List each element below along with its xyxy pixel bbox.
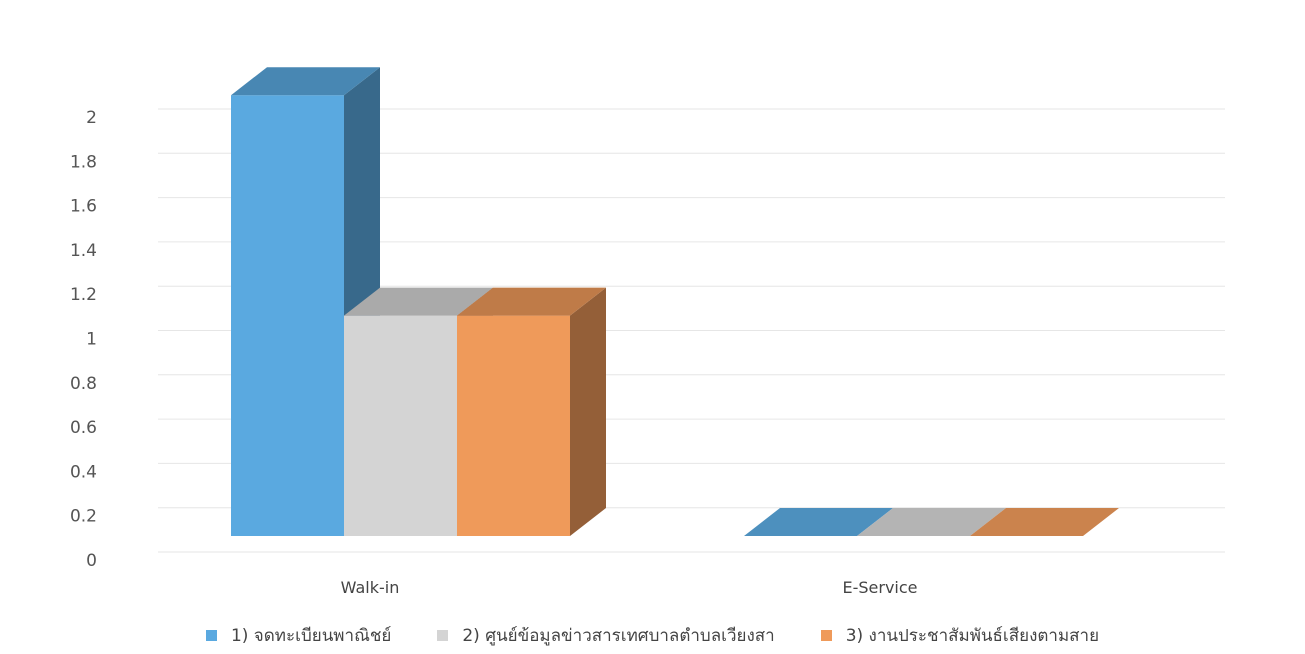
y-tick-label: 1.6	[70, 197, 97, 217]
y-tick-label: 0.6	[70, 418, 97, 438]
bar	[231, 95, 344, 536]
legend-item-1: 1) จดทะเบียนพาณิชย์	[205, 622, 392, 649]
y-tick-label: 1.2	[70, 285, 97, 305]
bar-top	[231, 67, 380, 96]
y-tick-label: 0.2	[70, 507, 97, 527]
legend-label-1: 1) จดทะเบียนพาณิชย์	[230, 626, 392, 646]
legend-swatch-3	[820, 630, 832, 641]
x-category-label: Walk-in	[341, 578, 400, 597]
legend: 1) จดทะเบียนพาณิชย์ 2) ศูนย์ข้อมูลข่าวสา…	[0, 622, 1305, 649]
y-tick-label: 2	[86, 108, 97, 128]
y-tick-label: 0.8	[70, 374, 97, 394]
bar-top	[344, 287, 493, 316]
bar	[457, 315, 570, 536]
y-tick-label: 1	[86, 330, 97, 350]
y-tick-label: 0.4	[70, 462, 97, 482]
legend-swatch-1	[205, 630, 217, 641]
bar-side	[570, 287, 606, 536]
y-tick-label: 1.8	[70, 152, 97, 172]
bar-top	[457, 287, 606, 316]
legend-item-3: 3) งานประชาสัมพันธ์เสียงตามสาย	[820, 622, 1100, 649]
legend-swatch-2	[437, 630, 449, 641]
bar-flat	[970, 508, 1119, 536]
legend-label-3: 3) งานประชาสัมพันธ์เสียงตามสาย	[845, 626, 1100, 646]
legend-label-2: 2) ศูนย์ข้อมูลข่าวสารเทศบาลตำบลเวียงสา	[462, 626, 775, 646]
legend-item-2: 2) ศูนย์ข้อมูลข่าวสารเทศบาลตำบลเวียงสา	[437, 622, 775, 649]
bar-flat	[857, 508, 1006, 536]
bar-flat	[744, 508, 893, 536]
x-category-label: E-Service	[842, 578, 917, 597]
y-tick-label: 1.4	[70, 241, 97, 261]
bar	[344, 315, 457, 536]
y-tick-label: 0	[86, 551, 97, 571]
